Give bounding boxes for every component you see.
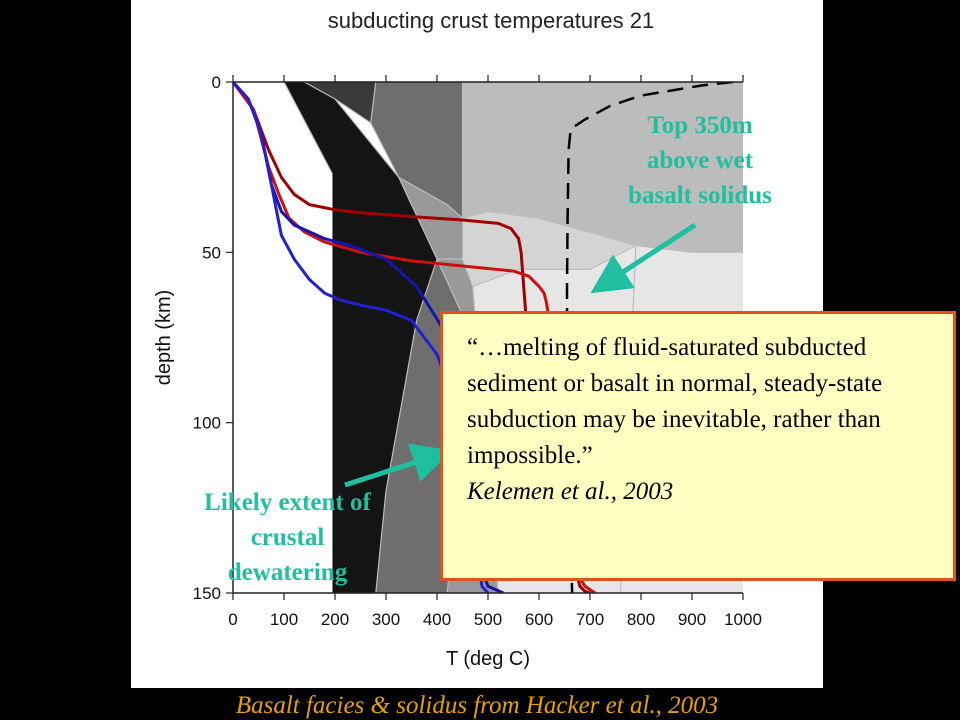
quote-box: “…melting of fluid-saturated subducted s… bbox=[440, 311, 956, 581]
x-tick-label: 900 bbox=[678, 610, 706, 629]
annotation-dewatering-line-3: dewatering bbox=[227, 559, 348, 586]
annotation-arrows bbox=[344, 222, 697, 488]
facies-boundary bbox=[375, 490, 387, 593]
y-tick-label: 0 bbox=[212, 73, 221, 92]
annotation-dewatering-line-1: Likely extent of bbox=[204, 489, 371, 516]
axes: 0 100 200 300 400 500 600 700 800 900 1000 0 50 100 15… bbox=[153, 73, 762, 670]
annotation-top-solidus: Top 350m above wet basalt solidus bbox=[600, 108, 800, 213]
facies-boundary bbox=[600, 234, 637, 247]
arrow-dewatering bbox=[344, 443, 453, 488]
x-tick-label: 400 bbox=[423, 610, 451, 629]
quote-citation: Kelemen et al., 2003 bbox=[467, 478, 674, 505]
facies-region bbox=[462, 82, 743, 253]
facies-boundary bbox=[370, 82, 377, 123]
facies-boundary bbox=[370, 122, 400, 178]
x-tick-label: 600 bbox=[525, 610, 553, 629]
x-tick-label: 1000 bbox=[724, 610, 762, 629]
facies-boundary bbox=[538, 217, 601, 236]
footer-credit: Basalt facies & solidus from Hacker et a… bbox=[235, 692, 719, 719]
x-tick-label: 0 bbox=[228, 610, 237, 629]
facies-boundary bbox=[462, 210, 489, 219]
x-tick-label: 100 bbox=[270, 610, 298, 629]
x-tick-label: 800 bbox=[627, 610, 655, 629]
facies-boundary bbox=[334, 98, 400, 178]
chart-title: subducting crust temperatures 21 bbox=[327, 8, 655, 33]
facies-boundary bbox=[487, 210, 540, 219]
facies-region bbox=[370, 82, 463, 219]
facies-boundary bbox=[446, 204, 463, 219]
facies-boundary bbox=[304, 82, 336, 100]
y-tick-label: 100 bbox=[193, 414, 221, 433]
annotation-top-line-3: basalt solidus bbox=[628, 182, 772, 209]
x-tick-label: 200 bbox=[321, 610, 349, 629]
annotation-top-line-1: Top 350m bbox=[647, 112, 753, 139]
facies-boundary bbox=[385, 320, 418, 491]
facies-boundary bbox=[518, 200, 540, 219]
quote-text: “…melting of fluid-saturated subducted s… bbox=[467, 334, 883, 469]
y-tick-label: 50 bbox=[202, 243, 221, 262]
annotation-dewatering: Likely extent of crustal dewatering bbox=[160, 485, 415, 590]
y-axis-label: depth (km) bbox=[153, 290, 175, 386]
arrow-top-solidus bbox=[590, 222, 697, 294]
annotation-dewatering-line-2: crustal bbox=[250, 524, 325, 551]
facies-region bbox=[462, 167, 539, 219]
x-tick-label: 300 bbox=[372, 610, 400, 629]
annotation-top-line-2: above wet bbox=[646, 147, 754, 174]
facies-boundary bbox=[462, 166, 519, 202]
facies-region bbox=[304, 82, 376, 123]
facies-region bbox=[233, 82, 333, 593]
facies-boundary bbox=[283, 82, 333, 175]
x-axis-label: T (deg C) bbox=[446, 648, 530, 670]
y-tick-label: 150 bbox=[193, 584, 221, 603]
facies-boundary bbox=[416, 258, 438, 321]
facies-boundary bbox=[334, 98, 372, 124]
facies-boundary bbox=[635, 244, 693, 253]
x-tick-label: 700 bbox=[576, 610, 604, 629]
x-tick-label: 500 bbox=[474, 610, 502, 629]
facies-boundary bbox=[398, 176, 448, 206]
facies-boundary bbox=[461, 258, 474, 287]
